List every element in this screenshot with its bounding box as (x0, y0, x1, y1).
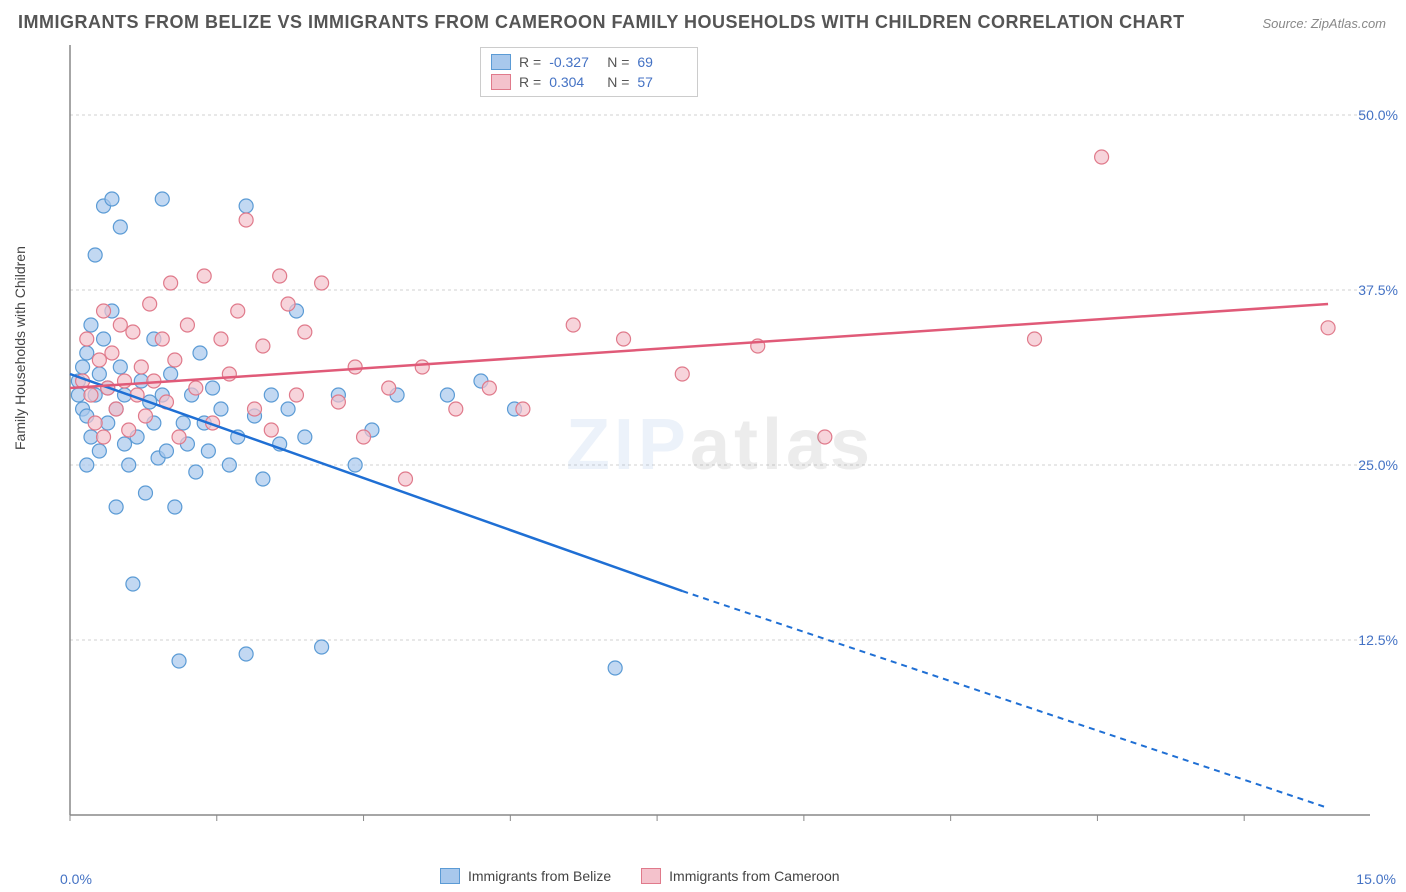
r-value: 0.304 (549, 74, 599, 90)
y-tick-label: 25.0% (1358, 457, 1398, 473)
chart-area: ZIPatlas (55, 45, 1385, 845)
y-tick-label: 37.5% (1358, 282, 1398, 298)
n-value: 69 (637, 54, 687, 70)
n-label: N = (607, 74, 629, 90)
y-axis-label: Family Households with Children (12, 246, 28, 450)
x-axis-max-label: 15.0% (1356, 871, 1396, 887)
legend-swatch (440, 868, 460, 884)
legend-series-item: Immigrants from Cameroon (641, 868, 839, 884)
chart-source: Source: ZipAtlas.com (1262, 16, 1386, 31)
scatter-plot (55, 45, 1385, 845)
legend-series-label: Immigrants from Cameroon (669, 868, 839, 884)
legend-swatch (641, 868, 661, 884)
x-axis-min-label: 0.0% (60, 871, 92, 887)
correlation-legend: R = -0.327 N = 69 R = 0.304 N = 57 (480, 47, 698, 97)
series-legend: Immigrants from Belize Immigrants from C… (440, 868, 840, 884)
chart-title: IMMIGRANTS FROM BELIZE VS IMMIGRANTS FRO… (18, 12, 1185, 33)
y-tick-label: 12.5% (1358, 632, 1398, 648)
legend-stat-row: R = 0.304 N = 57 (491, 72, 687, 92)
n-value: 57 (637, 74, 687, 90)
r-label: R = (519, 74, 541, 90)
legend-series-label: Immigrants from Belize (468, 868, 611, 884)
legend-swatch (491, 54, 511, 70)
r-value: -0.327 (549, 54, 599, 70)
legend-swatch (491, 74, 511, 90)
legend-series-item: Immigrants from Belize (440, 868, 611, 884)
n-label: N = (607, 54, 629, 70)
legend-stat-row: R = -0.327 N = 69 (491, 52, 687, 72)
r-label: R = (519, 54, 541, 70)
y-tick-label: 50.0% (1358, 107, 1398, 123)
